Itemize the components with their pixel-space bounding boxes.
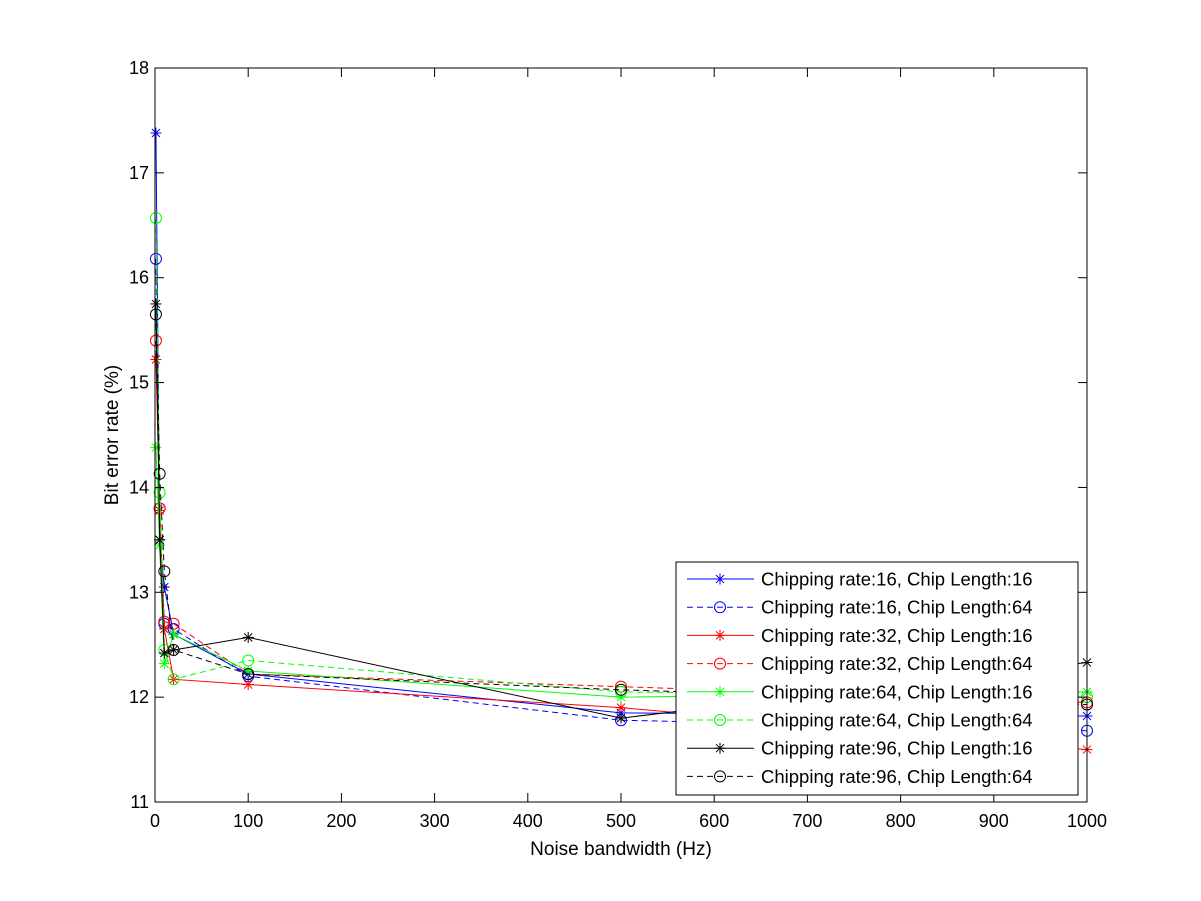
legend-label: Chipping rate:64, Chip Length:64 — [761, 710, 1033, 731]
data-point — [158, 581, 170, 593]
x-tick-label: 900 — [979, 811, 1009, 831]
y-tick-label: 17 — [129, 163, 149, 183]
data-point — [158, 647, 170, 659]
data-point — [150, 127, 162, 139]
data-point — [242, 631, 254, 643]
data-point — [242, 654, 255, 667]
legend-marker — [714, 770, 726, 783]
legend-marker — [714, 573, 726, 585]
legend-marker — [714, 686, 726, 698]
legend-item: Chipping rate:16, Chip Length:16 — [687, 569, 1033, 590]
x-tick-label: 700 — [792, 811, 822, 831]
legend-item: Chipping rate:16, Chip Length:64 — [687, 597, 1033, 618]
data-point — [154, 534, 166, 546]
x-tick-label: 800 — [886, 811, 916, 831]
data-point — [153, 467, 166, 480]
data-point — [149, 211, 162, 224]
data-point — [242, 665, 254, 677]
series-line — [155, 217, 1088, 698]
data-point — [615, 712, 627, 724]
tick-layer: 0 100 200 300 400 500 600 700 800 900 1000 11 12 13 14… — [129, 58, 1107, 831]
y-tick-label: 11 — [130, 792, 149, 812]
legend-label: Chipping rate:64, Chip Length:16 — [761, 681, 1033, 702]
x-tick-label: 0 — [150, 811, 160, 831]
data-point — [150, 298, 162, 310]
data-point — [615, 702, 627, 714]
data-point — [150, 442, 162, 454]
data-point — [149, 308, 162, 321]
x-tick-label: 200 — [326, 811, 356, 831]
legend-item: Chipping rate:64, Chip Length:64 — [687, 710, 1033, 731]
legend-item: Chipping rate:96, Chip Length:64 — [687, 766, 1033, 787]
legend-marker — [714, 601, 726, 614]
data-point — [242, 668, 255, 681]
x-tick-label: 500 — [606, 811, 636, 831]
legend-marker — [714, 742, 726, 754]
legend-label: Chipping rate:16, Chip Length:64 — [761, 597, 1033, 618]
y-tick-label: 13 — [129, 582, 149, 602]
data-point — [158, 658, 170, 670]
legend-item: Chipping rate:96, Chip Length:16 — [687, 738, 1033, 759]
y-tick-label: 18 — [129, 58, 149, 78]
data-point — [615, 683, 627, 696]
legend-label: Chipping rate:96, Chip Length:64 — [761, 766, 1033, 787]
y-tick-label: 12 — [129, 687, 149, 707]
data-point — [158, 615, 171, 628]
x-tick-label: 300 — [420, 811, 450, 831]
legend-marker — [714, 657, 726, 670]
y-tick-label: 15 — [129, 373, 149, 393]
legend-marker — [714, 714, 726, 726]
data-point — [168, 628, 180, 640]
data-point — [242, 679, 254, 691]
legend-item: Chipping rate:32, Chip Length:64 — [687, 653, 1033, 674]
legend-item: Chipping rate:32, Chip Length:16 — [687, 625, 1033, 646]
x-tick-label: 1000 — [1067, 811, 1107, 831]
legend-box — [675, 561, 1079, 796]
legend-item: Chipping rate:64, Chip Length:16 — [687, 681, 1033, 702]
legend-label: Chipping rate:32, Chip Length:16 — [761, 625, 1033, 646]
x-tick-label: 400 — [513, 811, 543, 831]
data-point — [167, 643, 180, 656]
data-point — [158, 565, 171, 578]
x-tick-label: 600 — [699, 811, 729, 831]
x-tick-label: 100 — [233, 811, 263, 831]
x-axis-label: Noise bandwidth (Hz) — [530, 839, 712, 860]
legend-label: Chipping rate:16, Chip Length:16 — [761, 569, 1033, 590]
data-point — [167, 673, 180, 686]
legend-label: Chipping rate:96, Chip Length:16 — [761, 738, 1033, 759]
legend-label: Chipping rate:32, Chip Length:64 — [761, 653, 1033, 674]
y-tick-label: 16 — [129, 268, 149, 288]
legend-marker — [714, 629, 726, 641]
y-tick-label: 14 — [129, 477, 149, 497]
legend: Chipping rate:16, Chip Length:16 Chipping… — [675, 561, 1079, 796]
y-axis-label: Bit error rate (%) — [102, 365, 123, 505]
